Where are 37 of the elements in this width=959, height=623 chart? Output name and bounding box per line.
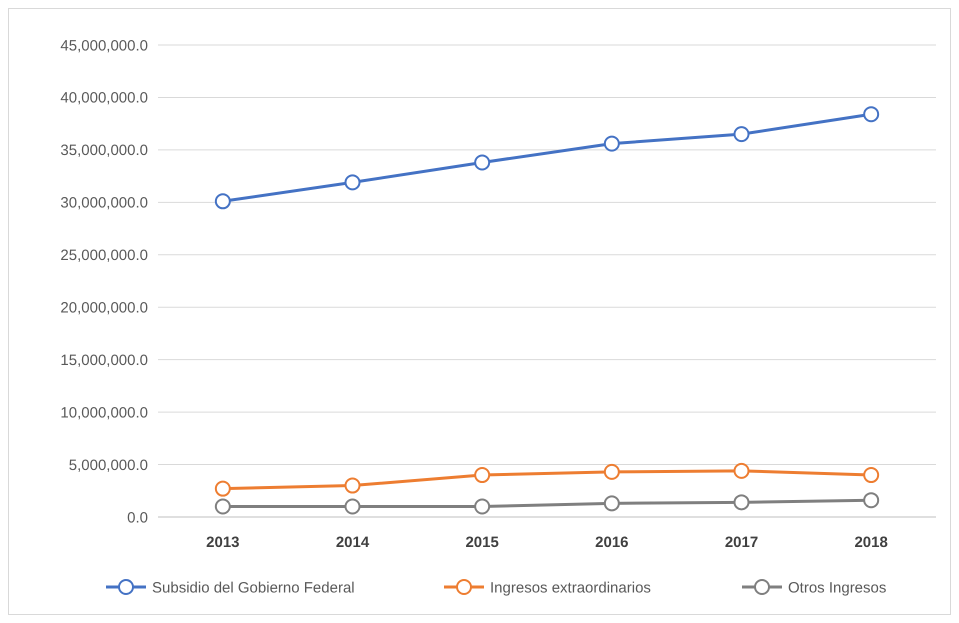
point (344, 174, 360, 190)
point (734, 462, 750, 479)
y-tick-label: 40,000,000.0 (60, 90, 148, 107)
point (604, 495, 620, 512)
point (734, 494, 750, 510)
legend-label: Ingresos extraordinarios (490, 579, 651, 596)
point (734, 126, 750, 142)
y-tick-label: 0.0 (127, 509, 148, 526)
legend-label: Otros Ingresos (788, 579, 886, 596)
y-tick-label: 15,000,000.0 (60, 352, 148, 369)
x-tick-label: 2015 (465, 534, 499, 551)
point (344, 498, 360, 515)
x-tick-label: 2016 (595, 534, 629, 551)
y-tick-label: 45,000,000.0 (60, 37, 148, 54)
point (604, 464, 620, 480)
x-tick-label: 2013 (206, 534, 240, 551)
point (474, 154, 490, 170)
x-tick-label: 2017 (724, 534, 758, 551)
point (474, 467, 490, 484)
point (863, 106, 880, 122)
point (863, 467, 880, 484)
point (863, 492, 880, 508)
y-tick-label: 30,000,000.0 (60, 194, 148, 212)
point (214, 480, 231, 497)
point (474, 498, 490, 515)
y-tick-label: 25,000,000.0 (60, 247, 148, 264)
x-tick-label: 2014 (336, 534, 370, 551)
y-tick-label: 10,000,000.0 (60, 404, 148, 422)
point (604, 136, 620, 152)
point (344, 478, 360, 494)
x-tick-label: 2018 (854, 534, 888, 551)
y-tick-label: 5,000,000.0 (68, 456, 148, 474)
legend-label: Subsidio del Gobierno Federal (152, 579, 355, 596)
y-tick-label: 20,000,000.0 (60, 299, 148, 316)
point (214, 498, 231, 515)
point (214, 193, 231, 210)
y-tick-label: 35,000,000.0 (60, 142, 148, 160)
